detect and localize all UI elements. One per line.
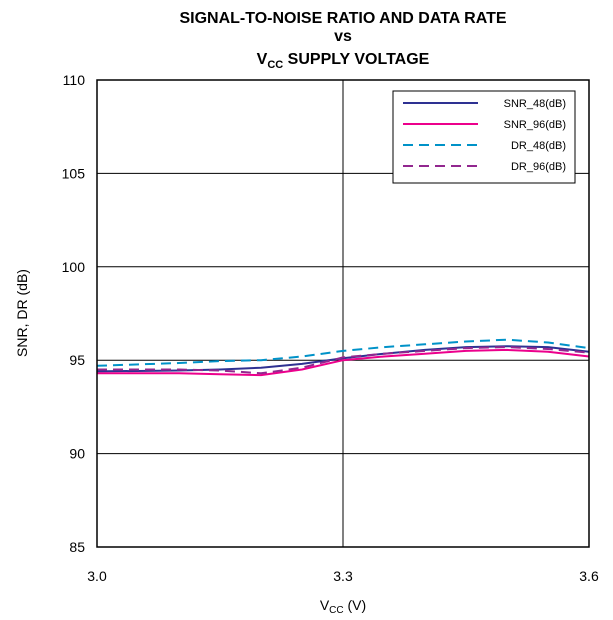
y-axis-label: SNR, DR (dB)	[14, 269, 30, 357]
x-axis-label-v: V	[320, 597, 330, 613]
legend-label-1: SNR_96(dB)	[504, 119, 566, 131]
x-tick-label: 3.0	[87, 568, 107, 584]
chart-title-subscript: CC	[267, 59, 283, 71]
y-tick-label: 110	[63, 72, 86, 88]
chart-title-v: V	[257, 51, 268, 68]
tick-labels: 85 90 95 100 105 110 3.0 3.3 3.6	[62, 72, 599, 584]
x-axis-label-subscript: CC	[329, 605, 343, 616]
chart-title-rest: SUPPLY VOLTAGE	[283, 51, 429, 68]
x-axis-label: VCC (V)	[320, 597, 366, 616]
y-tick-label: 100	[62, 259, 86, 275]
series-lines	[96, 338, 590, 377]
chart-title-line1: SIGNAL-TO-NOISE RATIO AND DATA RATE	[179, 10, 506, 27]
y-tick-label: 105	[62, 165, 86, 181]
series-line-3	[97, 346, 590, 375]
series-line-2	[96, 338, 590, 367]
legend-box	[392, 90, 576, 184]
legend-label-2: DR_48(dB)	[511, 140, 566, 152]
x-tick-label: 3.6	[579, 568, 599, 584]
y-tick-label: 85	[69, 539, 85, 555]
x-axis-label-rest: (V)	[344, 597, 367, 613]
plot-area-frame	[96, 79, 590, 548]
x-tick-label: 3.3	[333, 568, 353, 584]
chart-title-line2: vs	[334, 28, 352, 45]
y-tick-label: 95	[69, 352, 85, 368]
chart-title-line3: VCC SUPPLY VOLTAGE	[257, 51, 430, 71]
legend: SNR_48(dB) SNR_96(dB) DR_48(dB) DR_96(dB)	[392, 90, 576, 184]
legend-label-3: DR_96(dB)	[511, 161, 566, 173]
series-line-1	[97, 348, 590, 377]
y-tick-label: 90	[69, 446, 85, 462]
legend-label-0: SNR_48(dB)	[504, 98, 566, 110]
